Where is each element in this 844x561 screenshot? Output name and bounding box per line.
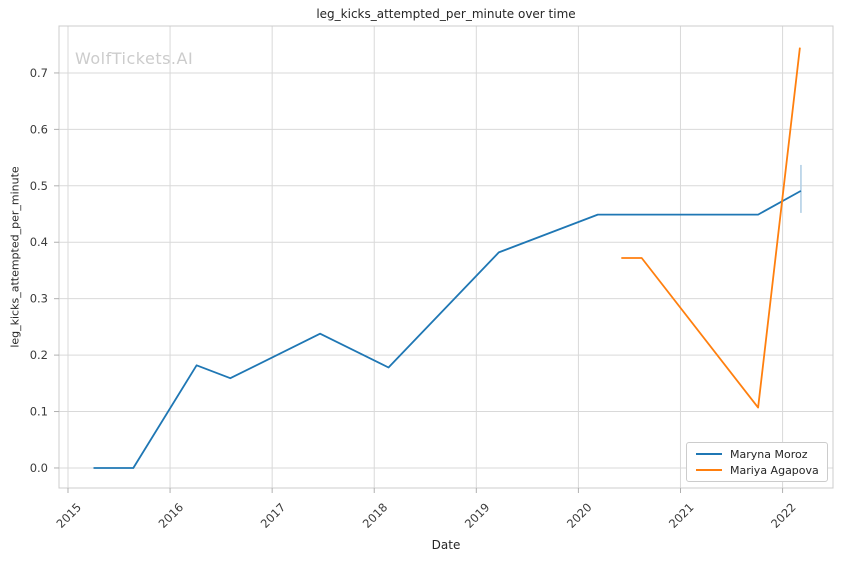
legend-item-maryna-moroz: Maryna Moroz: [687, 448, 827, 461]
legend-label: Maryna Moroz: [730, 447, 808, 461]
x-tick-label: 2019: [462, 500, 493, 531]
y-axis-label: leg_kicks_attempted_per_minute: [8, 166, 22, 348]
series-line-mariya-agapova: [621, 47, 801, 409]
y-tick-label: 0.0: [30, 461, 48, 475]
legend-line-swatch-blue: [696, 453, 722, 455]
y-tick-label: 0.4: [30, 235, 48, 249]
x-tick-label: 2017: [258, 500, 289, 531]
watermark: WolfTickets.AI: [75, 49, 194, 68]
chart-title: leg_kicks_attempted_per_minute over time: [316, 7, 576, 21]
x-tick-label: 2018: [360, 500, 391, 531]
x-axis-label: Date: [431, 538, 461, 552]
y-tick-label: 0.1: [30, 405, 48, 419]
legend: Maryna Moroz Mariya Agapova: [686, 442, 828, 482]
y-tick-label: 0.6: [30, 122, 48, 136]
y-tick-label: 0.3: [30, 292, 48, 306]
legend-label: Mariya Agapova: [730, 463, 819, 477]
y-tick-label: 0.5: [30, 179, 48, 193]
legend-line-swatch-orange: [696, 469, 722, 471]
series-line-maryna-moroz: [93, 190, 802, 469]
plot-border: [58, 25, 834, 489]
legend-item-mariya-agapova: Mariya Agapova: [687, 464, 827, 477]
x-tick-label: 2015: [54, 500, 85, 531]
y-tick-label: 0.7: [30, 66, 48, 80]
x-tick-label: 2020: [564, 500, 595, 531]
x-tick-label: 2022: [768, 500, 799, 531]
x-tick-label: 2016: [156, 500, 187, 531]
x-tick-label: 2021: [666, 500, 697, 531]
y-tick-label: 0.2: [30, 348, 48, 362]
